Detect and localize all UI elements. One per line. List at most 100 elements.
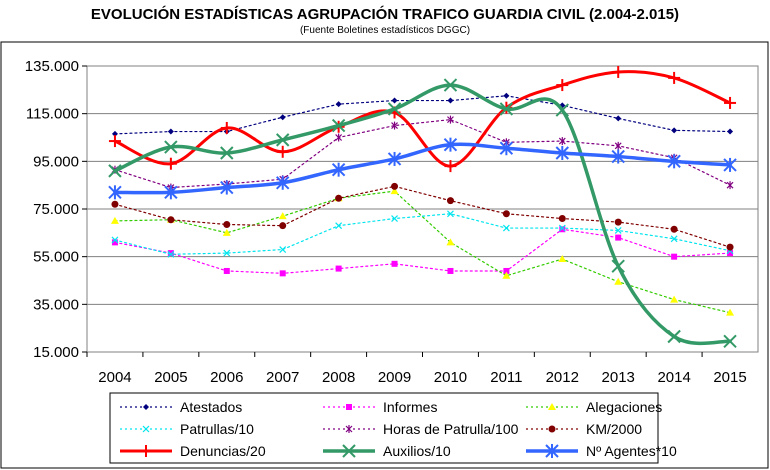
data-point	[724, 96, 737, 109]
data-point	[167, 216, 175, 224]
data-point	[222, 228, 231, 236]
x-tick-label: 2006	[210, 369, 243, 386]
data-point	[727, 128, 734, 135]
data-point	[446, 197, 454, 205]
data-point	[164, 185, 178, 200]
data-point	[391, 182, 399, 190]
legend-item-informes: Informes	[323, 399, 437, 415]
data-point	[278, 212, 287, 220]
data-point	[390, 187, 399, 195]
x-tick-label: 2013	[602, 369, 635, 386]
data-point	[276, 145, 289, 158]
data-point	[223, 267, 230, 274]
data-point	[335, 222, 343, 230]
data-point	[444, 160, 457, 173]
series-auxilios-10	[108, 78, 737, 348]
legend-label: Atestados	[180, 399, 242, 415]
series-denuncias-20	[108, 65, 737, 173]
legend-item-denuncias-20: Denuncias/20	[120, 443, 266, 459]
y-tick-label: 135.000	[25, 58, 79, 75]
series-line	[114, 213, 731, 255]
data-point	[502, 271, 511, 279]
legend-marker	[548, 425, 556, 433]
data-point	[614, 218, 622, 226]
data-point	[499, 102, 514, 116]
chart-title: EVOLUCIÓN ESTADÍSTICAS AGRUPACIÓN TRAFIC…	[91, 5, 679, 23]
legend-marker	[545, 444, 559, 458]
legend-marker	[342, 444, 356, 458]
data-point	[558, 255, 567, 263]
data-point	[447, 267, 454, 274]
data-point	[726, 243, 734, 251]
y-tick-label: 15.000	[33, 344, 79, 361]
x-tick-label: 2015	[713, 369, 746, 386]
data-point	[276, 133, 290, 147]
data-point	[223, 249, 231, 257]
data-point	[164, 140, 178, 154]
legend-marker	[140, 445, 152, 457]
legend-marker	[548, 403, 556, 410]
data-point	[614, 227, 622, 234]
data-point	[446, 238, 455, 246]
legend-marker	[345, 425, 353, 433]
data-point	[558, 215, 566, 223]
legend-item-alegaciones: Alegaciones	[526, 399, 662, 415]
data-point	[279, 222, 287, 230]
chart-subtitle: (Fuente Boletines estadísticos DGGC)	[300, 25, 470, 36]
data-point	[108, 164, 122, 178]
data-point	[391, 97, 398, 104]
data-point	[503, 267, 510, 274]
data-point	[667, 154, 681, 169]
data-point	[670, 295, 679, 303]
x-tick-label: 2010	[434, 369, 467, 386]
data-point	[220, 146, 234, 160]
data-point	[447, 97, 454, 104]
data-point	[614, 277, 623, 285]
data-point	[108, 185, 122, 200]
data-point	[727, 250, 734, 257]
legend-label: Nº Agentes*10	[586, 443, 677, 459]
data-point	[670, 235, 678, 243]
data-point	[502, 224, 510, 232]
data-point	[331, 162, 346, 177]
x-tick-label: 2009	[378, 369, 411, 386]
data-point	[331, 118, 346, 133]
data-point	[667, 329, 681, 344]
data-point	[110, 216, 119, 224]
data-point	[167, 128, 174, 135]
data-point	[279, 270, 286, 277]
data-point	[726, 181, 734, 190]
data-point	[614, 141, 622, 150]
data-point	[612, 65, 625, 78]
series-line	[113, 142, 732, 195]
data-point	[167, 250, 174, 257]
x-tick-label: 2005	[154, 369, 187, 386]
x-tick-label: 2007	[266, 369, 299, 386]
data-point	[555, 103, 569, 117]
data-point	[220, 121, 233, 134]
legend-item-km-2000: KM/2000	[526, 421, 642, 437]
legend-item-n-agentes-10: Nº Agentes*10	[526, 443, 677, 459]
gridlines	[87, 113, 758, 305]
series-line	[114, 185, 731, 248]
data-point	[387, 151, 402, 166]
legend-label: Denuncias/20	[180, 443, 266, 459]
series-line	[114, 228, 731, 274]
legend-label: Auxilios/10	[383, 443, 451, 459]
x-tick-label: 2012	[546, 369, 579, 386]
data-point	[558, 137, 566, 146]
data-point	[167, 250, 175, 258]
data-point	[335, 101, 342, 108]
legend-label: Informes	[383, 399, 437, 415]
legend-marker	[346, 404, 352, 410]
data-point	[220, 180, 234, 195]
data-point	[611, 259, 625, 273]
data-point	[499, 141, 514, 156]
legend: Atestados Informes Alegaciones Patrullas/10…	[120, 399, 677, 459]
data-point	[723, 334, 737, 348]
legend-label: Horas de Patrulla/100	[383, 421, 519, 437]
legend-item-patrullas-10: Patrullas/10	[120, 421, 254, 437]
x-tick-label: 2011	[490, 369, 522, 386]
data-point	[723, 157, 737, 172]
data-point	[387, 102, 402, 116]
